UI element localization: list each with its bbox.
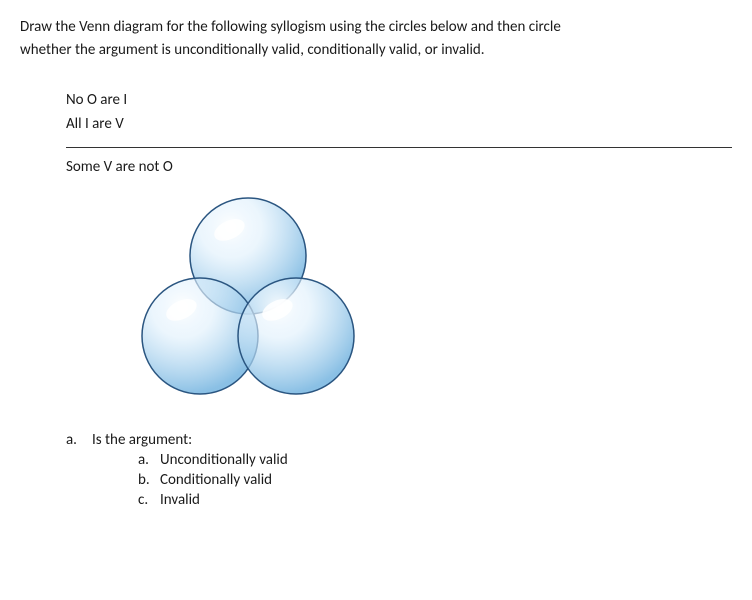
option-label: Unconditionally valid [160, 451, 288, 469]
premise-1: No O are I [66, 91, 732, 109]
options-list: a. Unconditionally valid b. Conditionall… [138, 451, 732, 509]
option-row: b. Conditionally valid [138, 471, 732, 489]
venn-svg [100, 188, 390, 408]
option-row: c. Invalid [138, 491, 732, 509]
premise-2: All I are V [66, 115, 732, 133]
instructions-line-2: whether the argument is unconditionally … [20, 41, 485, 59]
venn-diagram [100, 188, 732, 413]
instructions: Draw the Venn diagram for the following … [20, 16, 732, 61]
option-letter: c. [138, 491, 160, 509]
option-label: Conditionally valid [160, 471, 272, 489]
question-block: a. Is the argument: a. Unconditionally v… [66, 431, 732, 509]
option-letter: b. [138, 471, 160, 489]
syllogism-block: No O are I All I are V Some V are not O [66, 91, 732, 176]
conclusion: Some V are not O [66, 158, 732, 176]
option-row: a. Unconditionally valid [138, 451, 732, 469]
venn-circle-right [238, 278, 354, 394]
premise-block: No O are I All I are V [66, 91, 732, 148]
question-bullet: a. [66, 431, 92, 449]
instructions-line-1: Draw the Venn diagram for the following … [20, 18, 561, 36]
option-letter: a. [138, 451, 160, 469]
option-label: Invalid [160, 491, 200, 509]
question-label: Is the argument: [92, 431, 192, 449]
